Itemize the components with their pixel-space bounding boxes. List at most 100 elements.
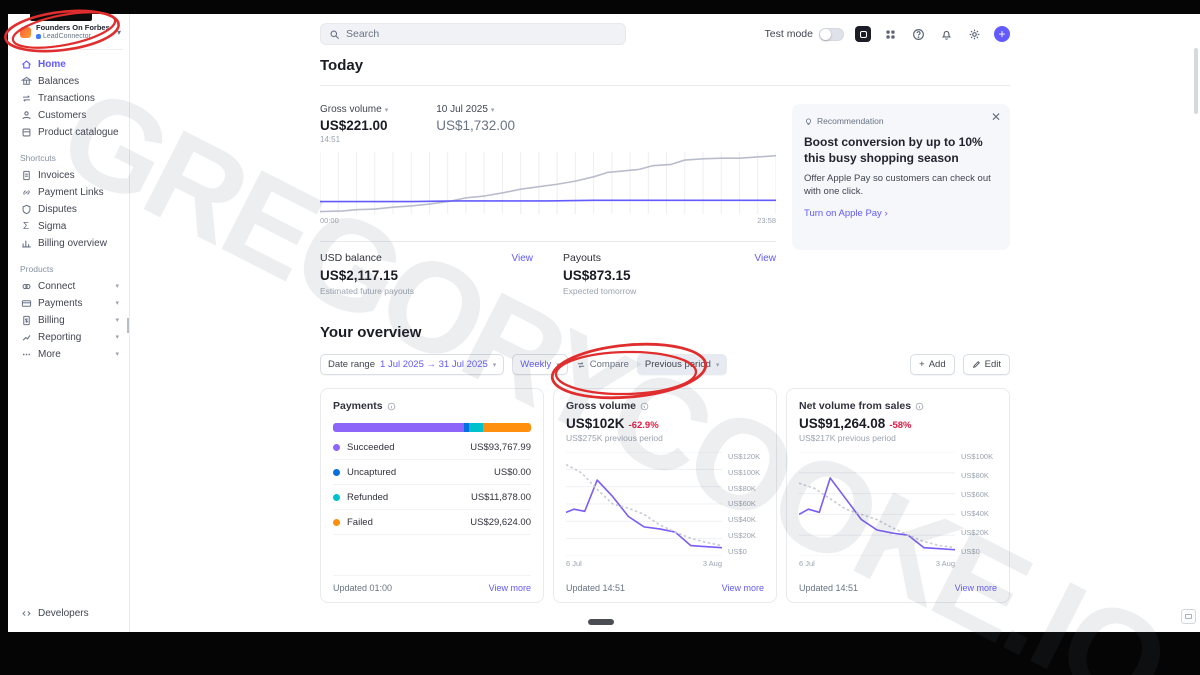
add-button[interactable]: + Add <box>910 354 955 375</box>
sidebar-item-billing[interactable]: Billing ▾ <box>18 312 123 329</box>
payments-status-bar <box>333 423 531 432</box>
view-more-link[interactable]: View more <box>488 583 531 593</box>
net-volume-weekly-chart <box>799 452 955 556</box>
updated-timestamp: Updated 01:00 <box>333 583 393 593</box>
net-volume-delta: -58% <box>889 420 912 431</box>
sidebar-item-label: Invoices <box>38 169 75 181</box>
sidebar-item-connect[interactable]: Connect ▾ <box>18 278 123 295</box>
sidebar-item-home[interactable]: Home <box>18 56 123 73</box>
x-axis-end-label: 3 Aug <box>935 559 955 568</box>
legend-row-uncaptured: Uncaptured US$0.00 <box>333 460 531 485</box>
sidebar-item-label: Connect <box>38 280 76 292</box>
payouts-block: Payouts View US$873.15 Expected tomorrow <box>563 252 776 296</box>
gross-volume-stat: Gross volume ▾ US$221.00 14:51 <box>320 104 388 144</box>
sidebar-item-label: Developers <box>38 608 89 619</box>
sidebar-item-developers[interactable]: Developers <box>18 605 123 622</box>
create-plus-button[interactable]: + <box>994 26 1010 42</box>
reporting-icon <box>20 331 32 343</box>
interval-filter[interactable]: Weekly ▾ <box>512 354 568 375</box>
gross-volume-value: US$221.00 <box>320 118 388 133</box>
recommendation-cta-link[interactable]: Turn on Apple Pay › <box>804 207 888 219</box>
settings-gear-icon[interactable] <box>966 26 983 43</box>
balances-icon <box>20 75 32 87</box>
sidebar-item-sigma[interactable]: Σ Sigma <box>18 218 123 235</box>
sidebar-item-more[interactable]: More ▾ <box>18 346 123 363</box>
sidebar: Founders On Forbes LeadConnector ▾ Home … <box>8 14 130 632</box>
sidebar-item-disputes[interactable]: Disputes <box>18 201 123 218</box>
section-title-your-overview: Your overview <box>320 324 422 341</box>
close-icon[interactable]: ✕ <box>990 110 1001 124</box>
view-more-link[interactable]: View more <box>954 583 997 593</box>
compare-date-value: US$1,732.00 <box>436 118 516 133</box>
status-dot <box>333 443 340 451</box>
recommendation-card: Recommendation ✕ Boost conversion by up … <box>792 104 1010 250</box>
status-dot <box>333 493 340 501</box>
keyboard-shortcuts-button[interactable] <box>1181 609 1196 624</box>
sidebar-item-label: Billing <box>38 314 65 326</box>
usd-balance-subtext: Estimated future payouts <box>320 286 415 296</box>
account-name: Founders On Forbes <box>36 23 110 32</box>
y-axis-tick: US$100K <box>728 467 761 477</box>
status-dot <box>333 518 340 526</box>
connect-icon <box>20 280 32 292</box>
y-axis-tick: US$40K <box>728 515 756 525</box>
view-more-link[interactable]: View more <box>721 583 764 593</box>
y-axis-ticks: US$100K US$80K US$60K US$40K US$20K US$0 <box>955 452 997 556</box>
compare-period-filter[interactable]: Previous period ▾ <box>636 354 728 375</box>
y-axis-tick: US$80K <box>728 483 756 493</box>
payouts-view-link[interactable]: View <box>754 252 777 264</box>
sidebar-item-label: More <box>38 348 61 360</box>
sidebar-item-customers[interactable]: Customers <box>18 107 123 124</box>
gross-volume-card-value: US$102K <box>566 416 625 431</box>
date-range-value: 1 Jul 2025 → 31 Jul 2025 <box>380 359 488 370</box>
date-range-filter[interactable]: Date range 1 Jul 2025 → 31 Jul 2025 ▾ <box>320 354 505 375</box>
test-mode-control: Test mode <box>765 27 844 41</box>
sandbox-icon[interactable] <box>855 26 871 42</box>
legend-amount: US$29,624.00 <box>470 516 531 528</box>
usd-balance-view-link[interactable]: View <box>511 252 534 264</box>
sidebar-item-product-catalogue[interactable]: Product catalogue <box>18 124 123 141</box>
y-axis-tick: US$80K <box>961 471 989 480</box>
gross-volume-weekly-chart <box>566 452 722 556</box>
payments-card: Payments Succeeded <box>320 388 544 603</box>
vertical-scrollbar-thumb[interactable] <box>1194 48 1198 114</box>
sidebar-item-payment-links[interactable]: Payment Links <box>18 184 123 201</box>
more-dots-icon <box>20 348 32 360</box>
sidebar-item-invoices[interactable]: Invoices <box>18 167 123 184</box>
search-input[interactable] <box>320 23 626 45</box>
sigma-icon: Σ <box>22 220 30 232</box>
page-title-today: Today <box>320 52 1010 86</box>
sidebar-item-billing-overview[interactable]: Billing overview <box>18 235 123 252</box>
sidebar-item-payments[interactable]: Payments ▾ <box>18 295 123 312</box>
compare-date-stat: 10 Jul 2025 ▾ US$1,732.00 <box>436 104 515 144</box>
compare-date-selector[interactable]: 10 Jul 2025 ▾ <box>436 104 495 115</box>
chevron-down-icon: ▾ <box>490 106 495 114</box>
x-axis-start-label: 6 Jul <box>566 559 582 568</box>
apps-grid-icon[interactable] <box>882 26 899 43</box>
invoice-icon <box>20 169 32 181</box>
account-switcher[interactable]: Founders On Forbes LeadConnector ▾ <box>18 22 123 47</box>
info-icon[interactable] <box>387 402 396 411</box>
sidebar-item-transactions[interactable]: Transactions <box>18 90 123 107</box>
horizontal-scrollbar-thumb[interactable] <box>588 619 614 625</box>
edit-button[interactable]: Edit <box>962 354 1010 375</box>
test-mode-toggle[interactable] <box>819 27 844 41</box>
sidebar-item-balances[interactable]: Balances <box>18 73 123 90</box>
gross-volume-selector[interactable]: Gross volume ▾ <box>320 104 389 115</box>
sidebar-item-label: Reporting <box>38 331 82 343</box>
info-icon[interactable] <box>640 402 649 411</box>
chevron-down-icon: ▾ <box>492 361 497 369</box>
help-icon[interactable] <box>910 26 927 43</box>
bar-segment-uncaptured <box>463 423 469 432</box>
sidebar-item-reporting[interactable]: Reporting ▾ <box>18 329 123 346</box>
transactions-icon <box>20 92 32 104</box>
net-volume-card-title: Net volume from sales <box>799 400 912 412</box>
updated-timestamp: Updated 14:51 <box>566 583 626 593</box>
notifications-bell-icon[interactable] <box>938 26 955 43</box>
net-volume-card: Net volume from sales US$91,264.08 -58% … <box>786 388 1010 603</box>
info-icon[interactable] <box>915 402 924 411</box>
search-field[interactable] <box>346 28 617 40</box>
sidebar-scrollbar-thumb[interactable] <box>127 318 129 333</box>
status-dot <box>333 468 340 476</box>
